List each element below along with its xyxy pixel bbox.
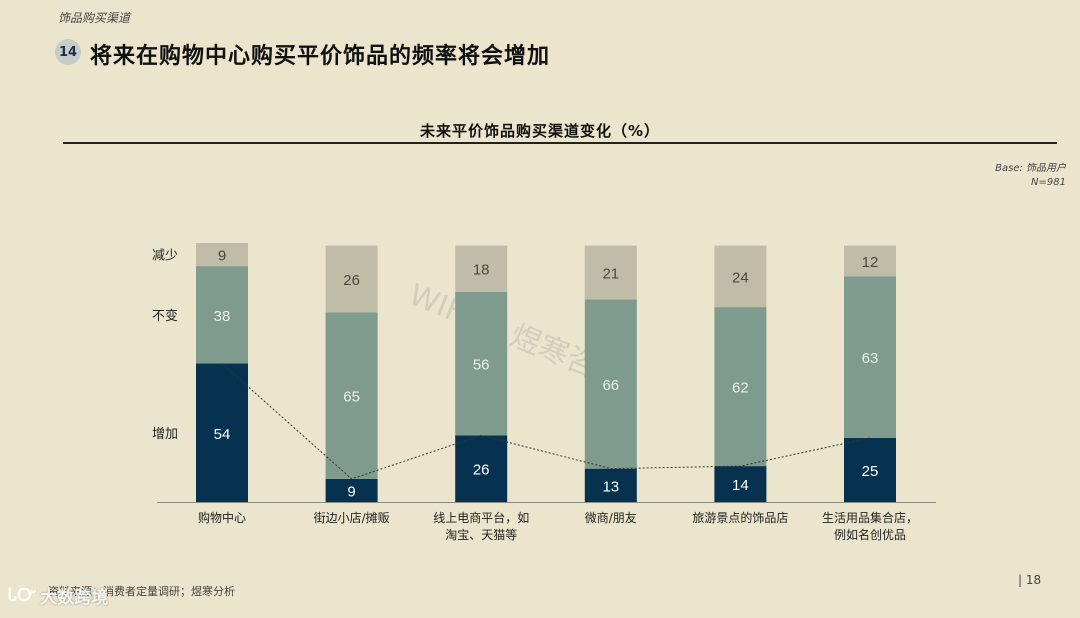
- category-label-2: 街边小店/摊贩: [314, 511, 390, 525]
- source-note: 资料来源：消费者定量调研；煜寒分析: [48, 585, 235, 598]
- bar-segment-2-3: [455, 291, 508, 436]
- data-label-1-3: 26: [473, 462, 490, 479]
- category-label-5: 旅游景点的饰品店: [692, 510, 788, 525]
- data-label-3-4: 21: [602, 265, 619, 282]
- data-label-2-5: 62: [732, 380, 749, 397]
- bar-segment-1-2: [325, 478, 378, 502]
- bar-segment-1-1: [196, 363, 248, 502]
- bar-segment-1-4: [584, 468, 637, 502]
- base-note-sample: N=981: [1031, 177, 1066, 188]
- chart-title: 未来平价饰品购买渠道变化（%）: [419, 122, 661, 140]
- data-label-1-5: 14: [732, 477, 749, 494]
- data-label-1-4: 13: [602, 478, 619, 495]
- data-label-2-4: 66: [602, 377, 619, 394]
- data-label-1-1: 54: [214, 426, 231, 443]
- bar-segment-3-5: [714, 245, 767, 308]
- category-label-6-line2: 例如名创优品: [834, 527, 906, 542]
- data-label-2-2: 65: [343, 389, 360, 406]
- bar-segment-3-2: [325, 245, 378, 313]
- base-note-users: Base: 饰品用户: [995, 163, 1066, 174]
- series-label-3: 减少: [152, 249, 178, 264]
- section-label: 饰品购买渠道: [58, 11, 131, 25]
- base-note: Base: 饰品用户 N=981: [995, 162, 1066, 190]
- data-label-2-3: 56: [473, 357, 490, 374]
- data-label-1-6: 25: [862, 463, 879, 480]
- bar-segment-2-6: [844, 276, 896, 438]
- bar-segment-2-4: [584, 299, 637, 469]
- increase-connector-line: [221, 363, 871, 480]
- series-label-1: 增加: [152, 427, 178, 442]
- data-label-3-5: 24: [732, 269, 749, 286]
- data-label-2-6: 63: [862, 350, 879, 367]
- bar-segment-2-1: [196, 266, 248, 364]
- slide-title: 将来在购物中心购买平价饰品的频率将会增加: [90, 44, 551, 69]
- bar-segment-3-4: [584, 245, 637, 300]
- bar-segment-3-1: [196, 243, 248, 267]
- bar-segment-3-3: [455, 245, 508, 292]
- data-label-3-2: 26: [343, 272, 360, 289]
- category-label-1: 购物中心: [198, 510, 246, 525]
- bar-segment-3-6: [844, 245, 896, 277]
- data-label-3-6: 12: [862, 254, 879, 271]
- brand-logo: ᏓᏅ 大数跨境: [8, 583, 108, 608]
- logo-text: 大数跨境: [40, 588, 109, 608]
- category-label-6-line1: 生活用品集合店，: [822, 510, 918, 525]
- page-number: | 18: [1018, 573, 1042, 587]
- data-label-3-3: 18: [473, 262, 490, 279]
- category-label-3-line1: 线上电商平台，如: [433, 510, 529, 525]
- data-label-3-1: 9: [218, 248, 226, 265]
- bar-segment-1-5: [714, 466, 767, 502]
- bar-segment-1-6: [844, 437, 896, 502]
- logo-mark-icon: ᏓᏅ: [8, 585, 37, 606]
- data-label-1-2: 9: [347, 483, 355, 500]
- bar-segment-1-3: [455, 435, 508, 502]
- data-label-2-1: 38: [214, 308, 231, 325]
- slide-number-badge: 14: [55, 39, 81, 65]
- bar-segment-2-5: [714, 307, 767, 467]
- title-divider: [63, 142, 1057, 144]
- series-label-2: 不变: [152, 308, 178, 324]
- category-label-3-line2: 淘宝、天猫等: [445, 528, 517, 542]
- bar-segment-2-2: [325, 312, 378, 479]
- category-label-4: 微商/朋友: [585, 510, 637, 525]
